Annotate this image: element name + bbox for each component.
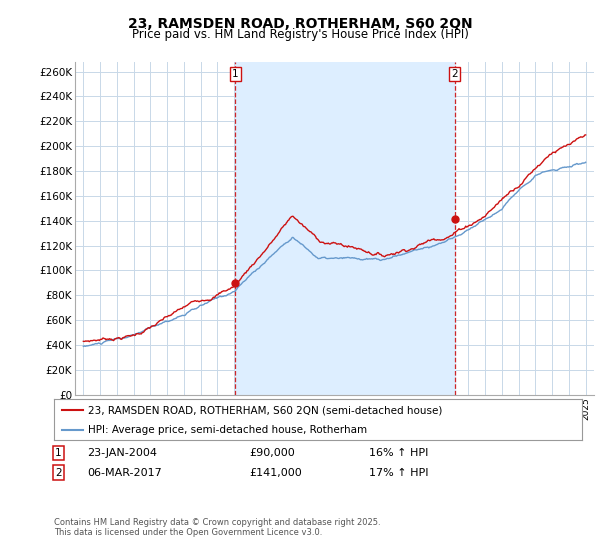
Text: Contains HM Land Registry data © Crown copyright and database right 2025.
This d: Contains HM Land Registry data © Crown c… [54,518,380,538]
Text: 23, RAMSDEN ROAD, ROTHERHAM, S60 2QN: 23, RAMSDEN ROAD, ROTHERHAM, S60 2QN [128,17,472,31]
Text: 23, RAMSDEN ROAD, ROTHERHAM, S60 2QN (semi-detached house): 23, RAMSDEN ROAD, ROTHERHAM, S60 2QN (se… [88,405,443,415]
Text: 06-MAR-2017: 06-MAR-2017 [87,468,162,478]
Text: 2: 2 [451,69,458,79]
Text: Price paid vs. HM Land Registry's House Price Index (HPI): Price paid vs. HM Land Registry's House … [131,28,469,41]
Text: 2: 2 [55,468,62,478]
Text: £90,000: £90,000 [249,448,295,458]
Text: HPI: Average price, semi-detached house, Rotherham: HPI: Average price, semi-detached house,… [88,424,367,435]
Text: 1: 1 [232,69,239,79]
Text: 16% ↑ HPI: 16% ↑ HPI [369,448,428,458]
Text: 17% ↑ HPI: 17% ↑ HPI [369,468,428,478]
Text: £141,000: £141,000 [249,468,302,478]
Bar [235,62,455,395]
Text: 1: 1 [55,448,62,458]
Text: 23-JAN-2004: 23-JAN-2004 [87,448,157,458]
